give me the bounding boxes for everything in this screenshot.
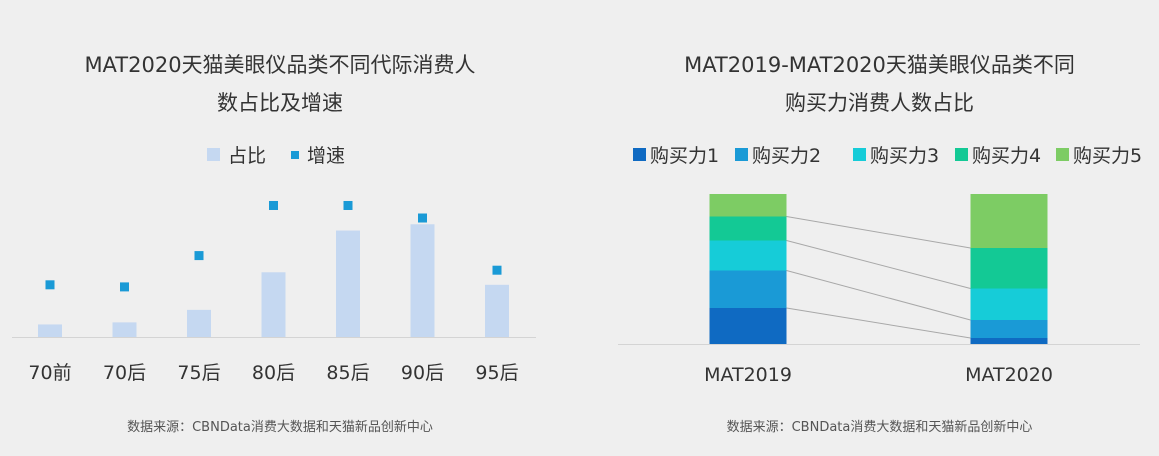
legend-swatch-share: [207, 148, 220, 161]
legend-swatch-购买力1: [633, 148, 646, 161]
segment-MAT2020-购买力2: [970, 320, 1048, 338]
bar-85后: [336, 230, 360, 337]
growth-marker-75后: [194, 251, 204, 261]
legend-swatch-购买力2: [735, 148, 748, 161]
chart-title-line1: MAT2019-MAT2020天猫美眼仪品类不同: [684, 53, 1075, 77]
legend-swatch-购买力4: [955, 148, 968, 161]
series-connector-line: [786, 240, 971, 289]
legend-label-购买力3: 购买力3: [870, 145, 939, 167]
x-tick-label: MAT2020: [965, 364, 1053, 386]
bar-70前: [38, 324, 62, 337]
legend-label-share: 占比: [228, 145, 266, 167]
segment-MAT2020-购买力3: [970, 288, 1048, 320]
segment-MAT2020-购买力1: [970, 338, 1048, 344]
segment-MAT2019-购买力4: [709, 216, 787, 241]
segment-MAT2019-购买力3: [709, 240, 787, 271]
purchasing-power-chart: 购买力1 购买力2 购买力3 购买力4 购买力5 MAT2019 MAT2020: [618, 145, 1142, 386]
generation-chart-panel: MAT2020天猫美眼仪品类不同代际消费人 数占比及增速 占比 增速 70前 70后 7…: [0, 0, 560, 456]
growth-marker-85后: [343, 200, 353, 210]
growth-marker-70后: [120, 282, 129, 292]
x-tick-label: 70后: [103, 362, 146, 384]
legend-swatch-购买力5: [1056, 148, 1069, 161]
x-tick-label: 85后: [326, 362, 369, 384]
legend-label-growth: 增速: [307, 145, 345, 167]
series-connector-line: [786, 216, 971, 249]
bar-75后: [187, 309, 211, 337]
segment-MAT2020-购买力5: [970, 194, 1048, 248]
x-tick-label: 90后: [401, 362, 444, 384]
legend-label-购买力5: 购买力5: [1073, 145, 1142, 167]
segment-MAT2020-购买力4: [970, 248, 1048, 289]
legend-marker-growth: [291, 151, 299, 159]
legend-swatch-购买力3: [853, 148, 866, 161]
growth-marker-90后: [418, 213, 427, 223]
chart-title-line2: 数占比及增速: [217, 91, 343, 115]
x-tick-label: 70前: [28, 362, 71, 384]
series-connector-line: [786, 307, 971, 339]
bar-70后: [112, 322, 137, 337]
legend-label-购买力4: 购买力4: [972, 145, 1041, 167]
bar-90后: [410, 224, 435, 337]
growth-marker-70前: [45, 280, 55, 290]
purchasing-power-chart-panel: MAT2019-MAT2020天猫美眼仪品类不同 购买力消费人数占比 购买力1 购…: [600, 0, 1159, 456]
data-source-note: 数据来源：CBNData消费大数据和天猫新品创新中心: [127, 420, 433, 435]
bar-80后: [261, 272, 286, 337]
x-tick-label: 80后: [252, 362, 295, 384]
x-tick-label: 95后: [475, 362, 518, 384]
segment-MAT2019-购买力2: [709, 270, 787, 308]
segment-MAT2019-购买力5: [709, 194, 787, 217]
segment-MAT2019-购买力1: [709, 308, 787, 344]
x-tick-label: MAT2019: [704, 364, 792, 386]
x-tick-label: 75后: [177, 362, 220, 384]
growth-marker-80后: [269, 200, 278, 210]
chart-title-line2: 购买力消费人数占比: [785, 91, 974, 115]
generation-chart: 占比 增速 70前 70后 75后 80后 85后 90后 95后: [12, 145, 536, 384]
bar-95后: [485, 284, 509, 337]
legend-label-购买力1: 购买力1: [650, 145, 719, 167]
chart-title-line1: MAT2020天猫美眼仪品类不同代际消费人: [84, 53, 476, 77]
growth-marker-95后: [492, 265, 502, 275]
series-connector-line: [786, 270, 971, 321]
data-source-note: 数据来源：CBNData消费大数据和天猫新品创新中心: [726, 420, 1033, 435]
legend-label-购买力2: 购买力2: [752, 145, 821, 167]
